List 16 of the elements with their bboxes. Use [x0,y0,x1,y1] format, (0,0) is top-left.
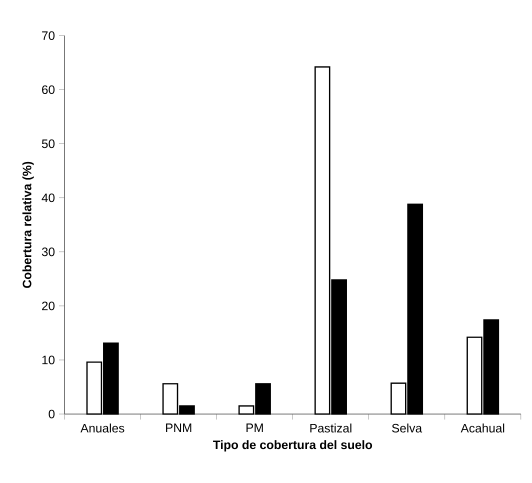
x-tick-label: PNM [166,424,192,432]
y-tick-label: 0 [48,410,55,418]
x-tick-label: PM [246,424,263,432]
y-tick-label: 10 [42,356,55,364]
x-tick-label: Acahual [460,424,504,432]
x-tick-label: Anuales [80,424,124,432]
x-axis-title: Tipo de cobertura del suelo [213,440,372,452]
y-tick-label: 70 [42,31,55,40]
x-tick-label: Selva [392,424,422,432]
x-tick-label: Pastizal [310,424,352,432]
y-tick-label: 60 [42,85,55,94]
y-tick-label: 40 [42,193,55,202]
y-tick-label: 50 [42,139,55,148]
y-tick-label: 30 [42,248,55,256]
y-axis-title: Cobertura relativa (%) [22,162,34,288]
y-tick-label: 20 [42,302,55,310]
